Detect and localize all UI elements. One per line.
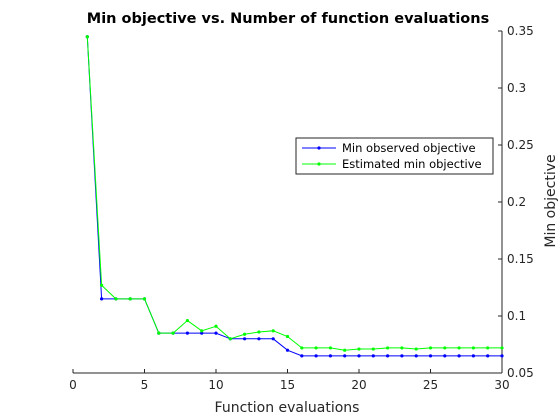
series-layer bbox=[85, 35, 504, 358]
series-line bbox=[86, 36, 502, 357]
data-point bbox=[428, 354, 433, 358]
data-point bbox=[486, 354, 490, 358]
data-point bbox=[486, 346, 490, 350]
data-point bbox=[128, 297, 132, 301]
y-tick-label: 0.3 bbox=[507, 81, 526, 95]
data-point bbox=[500, 354, 504, 358]
legend: Min observed objective Estimated min obje… bbox=[295, 137, 494, 175]
data-point bbox=[500, 346, 504, 350]
data-point bbox=[185, 331, 189, 335]
x-tick-label: 25 bbox=[423, 378, 438, 392]
data-point bbox=[214, 324, 218, 328]
legend-label: Min observed objective bbox=[342, 141, 476, 155]
chart-title: Min objective vs. Number of function eva… bbox=[87, 11, 489, 27]
data-point bbox=[457, 354, 461, 358]
y-tick-label: 0.05 bbox=[507, 366, 534, 380]
y-tick-label: 0.25 bbox=[507, 138, 534, 152]
data-point bbox=[157, 331, 161, 335]
data-point bbox=[100, 297, 104, 301]
x-tick-label: 10 bbox=[208, 378, 223, 392]
legend-box bbox=[295, 137, 494, 175]
series-line bbox=[86, 36, 502, 351]
data-point bbox=[414, 347, 418, 351]
data-point bbox=[243, 332, 247, 336]
x-tick-label: 20 bbox=[351, 378, 366, 392]
y-axis-label: Min objective bbox=[543, 154, 559, 247]
data-point bbox=[357, 347, 361, 351]
data-point bbox=[200, 329, 204, 333]
data-point bbox=[185, 318, 189, 323]
legend-swatch-marker bbox=[317, 162, 321, 166]
data-point bbox=[386, 354, 390, 358]
data-point bbox=[457, 346, 461, 350]
data-point bbox=[428, 346, 433, 350]
axes: 0 5 10 15 20 25 300.05 0.1 0.15 0.2 0.25 0.3 0.35 bbox=[69, 24, 534, 392]
data-point bbox=[371, 347, 375, 351]
data-point bbox=[400, 354, 404, 358]
data-point bbox=[200, 331, 204, 335]
data-point bbox=[257, 337, 261, 341]
data-point bbox=[357, 354, 361, 358]
data-point bbox=[271, 329, 275, 333]
data-point bbox=[285, 334, 290, 339]
data-point bbox=[414, 354, 418, 358]
x-axis-label: Function evaluations bbox=[215, 400, 360, 416]
data-point bbox=[314, 354, 318, 358]
data-point bbox=[243, 337, 247, 341]
data-point bbox=[471, 346, 475, 350]
data-point bbox=[328, 346, 332, 350]
data-point bbox=[214, 331, 218, 335]
data-point bbox=[443, 354, 447, 358]
y-tick-label: 0.35 bbox=[507, 24, 534, 38]
data-point bbox=[328, 354, 332, 358]
legend-label: Estimated min objective bbox=[342, 157, 482, 171]
x-tick-label: 5 bbox=[141, 378, 149, 392]
data-point bbox=[85, 35, 89, 39]
data-point bbox=[371, 354, 375, 358]
data-point bbox=[100, 283, 104, 287]
x-tick-label: 0 bbox=[69, 378, 77, 392]
series-estimated-min bbox=[85, 35, 504, 352]
y-tick-label: 0.2 bbox=[507, 195, 526, 209]
data-point bbox=[343, 348, 347, 352]
legend-swatch-marker bbox=[317, 146, 321, 150]
data-point bbox=[114, 297, 118, 301]
data-point bbox=[285, 348, 290, 352]
data-point bbox=[386, 346, 390, 350]
data-point bbox=[271, 337, 275, 341]
data-point bbox=[400, 346, 404, 350]
data-point bbox=[142, 297, 147, 301]
y-tick-label: 0.15 bbox=[507, 252, 534, 266]
data-point bbox=[314, 346, 318, 350]
data-point bbox=[471, 354, 475, 358]
data-point bbox=[257, 330, 261, 334]
data-point bbox=[300, 354, 304, 358]
data-point bbox=[228, 337, 232, 341]
data-point bbox=[300, 346, 304, 350]
data-point bbox=[443, 346, 447, 350]
y-tick-label: 0.1 bbox=[507, 309, 526, 323]
x-tick-label: 30 bbox=[494, 378, 509, 392]
data-point bbox=[171, 331, 175, 335]
data-point bbox=[343, 354, 347, 358]
x-tick-label: 15 bbox=[280, 378, 295, 392]
